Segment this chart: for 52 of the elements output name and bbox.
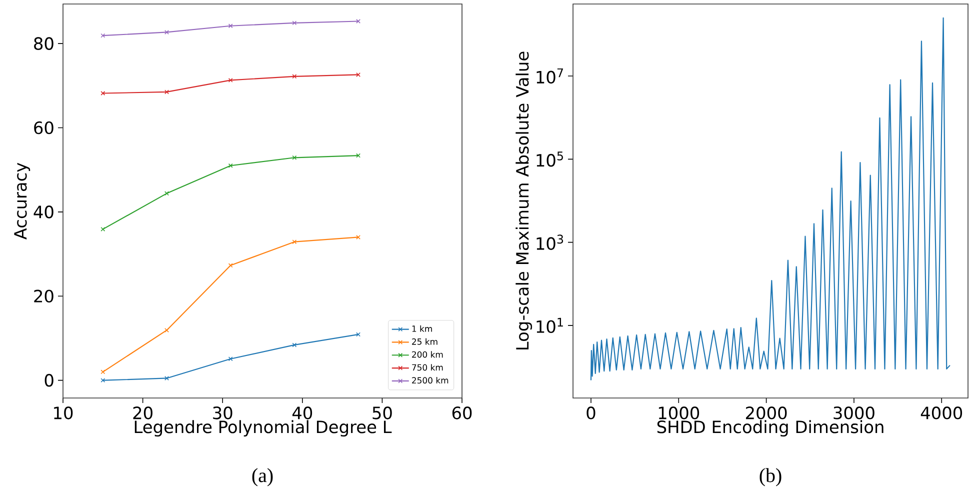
line-series [100,332,360,383]
legend-label: 750 km [412,364,443,371]
point [164,191,169,196]
x-tick-label: 1000 [658,406,700,420]
line-series [590,17,951,381]
x-tick-label: 2000 [746,406,787,420]
point [292,20,297,26]
y-axis-title: Accuracy [14,162,30,240]
point [228,24,233,28]
y-tick-label: 10$^{5}$ [536,152,563,167]
x-tick-label: 0 [586,406,596,420]
y-tick-label: 0 [44,374,54,387]
line-series [100,234,360,374]
text: (b) [760,468,782,486]
point [228,163,233,168]
text: (a) [252,468,273,486]
y-tick-label: 40 [34,206,54,218]
x-tick-label: 30 [213,406,232,420]
point [292,74,297,79]
line-series [100,153,360,232]
x-tick-label: 50 [372,406,392,420]
legend-label: 1 km [412,325,432,332]
point [228,78,233,82]
point [164,376,169,380]
x-tick-label: 60 [452,406,472,420]
point [292,240,297,244]
point [164,90,169,94]
x-axis-title: SHDD Encoding Dimension [657,420,884,437]
line-series [100,72,360,96]
x-tick-label: 10 [54,406,73,420]
legend-label: 2500 km [412,376,448,384]
point [292,342,297,348]
line-series [100,19,360,38]
x-tick-label: 3000 [834,406,874,420]
point [228,263,233,268]
x-tick-label: 20 [133,406,152,420]
legend-label: 200 km [412,351,443,358]
point [164,30,169,34]
x-axis-title: Legendre Polynomial Degree L [134,420,392,437]
point [228,356,233,362]
y-tick-label: 10$^{3}$ [536,234,564,250]
x-tick-label: 40 [292,406,312,420]
y-tick-label: 10$^{1}$ [536,318,563,334]
y-tick-label: 60 [34,121,54,134]
y-tick-label: 10$^{7}$ [536,68,563,84]
point [164,328,169,332]
legend-label: 25 km [412,338,438,345]
x-tick-label: 4000 [920,406,962,420]
y-tick-label: 80 [34,37,54,50]
point [292,155,297,160]
y-axis-title: Log-scale Maximum Absolute Value [516,52,532,350]
y-tick-label: 20 [34,290,54,303]
